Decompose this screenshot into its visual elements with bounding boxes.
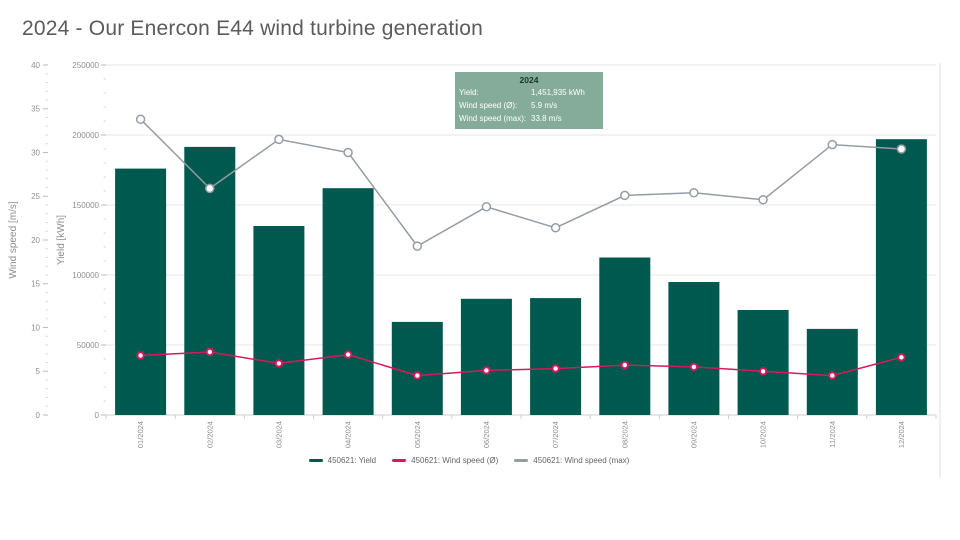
max-wind-point[interactable]: [758, 195, 768, 205]
yield-bar[interactable]: [668, 282, 720, 415]
max-wind-point[interactable]: [274, 134, 284, 145]
yield-bar[interactable]: [737, 310, 789, 415]
max-wind-series-swatch-icon: [514, 459, 529, 462]
tooltip-year: 2024: [519, 75, 539, 85]
avg-wind-point[interactable]: [758, 367, 768, 376]
avg-wind-line: [136, 347, 906, 380]
svg-text:25: 25: [31, 192, 40, 201]
x-axis-label: 09/2024: [689, 421, 698, 448]
svg-text:10: 10: [31, 323, 40, 332]
x-axis-label: 06/2024: [482, 421, 491, 448]
max-wind-point[interactable]: [343, 147, 353, 158]
x-axis-label: 10/2024: [759, 421, 768, 448]
yield-bar[interactable]: [391, 321, 443, 415]
x-axis-label: 03/2024: [274, 421, 283, 448]
yield-bar[interactable]: [115, 168, 167, 415]
avg-wind-point[interactable]: [413, 371, 422, 380]
svg-text:40: 40: [31, 61, 40, 70]
avg-wind-point[interactable]: [274, 359, 284, 368]
yield-bar[interactable]: [530, 298, 582, 415]
x-axis-label: 12/2024: [897, 421, 906, 448]
svg-text:150000: 150000: [72, 201, 99, 210]
x-axis-label: 08/2024: [620, 421, 629, 448]
max-wind-point[interactable]: [620, 190, 630, 201]
avg-wind-point[interactable]: [482, 366, 491, 375]
yield-bar[interactable]: [599, 257, 651, 416]
tooltip-yield-label: Yield:: [459, 88, 479, 97]
legend-max-wind-label: 450621: Wind speed (max): [533, 456, 630, 465]
x-axis: 01/2024 02/2024 03/2024 04/2024 05/2024 06/20…: [105, 415, 937, 448]
svg-text:50000: 50000: [77, 341, 100, 350]
yield-axis: 0 50000 100000 150000 200000 250000 Yield [kWh…: [56, 61, 106, 420]
tooltip-row-avg-wind: Wind speed (Ø): 5.9 m/s: [459, 99, 599, 112]
x-axis-label: 05/2024: [413, 421, 422, 448]
tooltip-max-wind-value: 33.8 m/s: [531, 114, 562, 123]
tooltip-row-yield: Yield: 1,451,935 kWh: [459, 86, 599, 99]
avg-wind-point[interactable]: [620, 360, 629, 370]
yield-bar[interactable]: [253, 226, 305, 415]
max-wind-point[interactable]: [205, 183, 215, 194]
legend-item-avg-wind[interactable]: 450621: Wind speed (Ø): [392, 456, 498, 465]
page-title: 2024 - Our Enercon E44 wind turbine gene…: [22, 17, 483, 40]
yield-bar[interactable]: [460, 298, 512, 415]
max-wind-line: [135, 114, 907, 251]
legend-avg-wind-label: 450621: Wind speed (Ø): [411, 456, 499, 465]
x-axis-label: 11/2024: [828, 421, 837, 448]
avg-wind-point[interactable]: [897, 353, 906, 362]
avg-wind-point[interactable]: [828, 371, 837, 380]
yield-bars: [115, 139, 927, 415]
svg-text:15: 15: [31, 280, 40, 289]
legend-yield-label: 450621: Yield: [327, 456, 377, 465]
year-summary-tooltip: 2024 Yield: 1,451,935 kWh Wind speed (Ø)…: [455, 72, 603, 129]
tooltip-max-wind-label: Wind speed (max):: [459, 114, 527, 123]
tooltip-row-max-wind: Wind speed (max): 33.8 m/s: [459, 112, 599, 125]
tooltip-avg-wind-label: Wind speed (Ø):: [459, 101, 518, 110]
x-axis-label: 07/2024: [551, 421, 560, 448]
max-wind-point[interactable]: [412, 241, 423, 251]
avg-wind-series-swatch-icon: [392, 459, 407, 462]
svg-text:20: 20: [31, 236, 40, 245]
avg-wind-point[interactable]: [551, 364, 560, 373]
wind-axis: 0 5 10 15 20 25 30 35 40 Wind speed [m/s]: [8, 61, 48, 420]
yield-bar[interactable]: [875, 139, 927, 415]
legend-item-yield[interactable]: 450621: Yield: [308, 456, 377, 465]
x-axis-label: 01/2024: [136, 421, 145, 448]
max-wind-point[interactable]: [896, 144, 907, 154]
svg-text:0: 0: [36, 411, 41, 420]
max-wind-point[interactable]: [550, 223, 561, 233]
yield-series-swatch-icon: [308, 459, 323, 462]
svg-text:35: 35: [31, 105, 40, 114]
avg-wind-point[interactable]: [689, 362, 699, 372]
x-axis-label: 04/2024: [344, 421, 353, 448]
legend-item-max-wind[interactable]: 450621: Wind speed (max): [514, 456, 629, 465]
max-wind-point[interactable]: [827, 139, 838, 150]
svg-text:200000: 200000: [72, 131, 99, 140]
tooltip-avg-wind-value: 5.9 m/s: [531, 101, 558, 110]
avg-wind-point[interactable]: [136, 351, 145, 360]
svg-text:0: 0: [95, 411, 100, 420]
avg-wind-point[interactable]: [343, 350, 353, 359]
svg-text:Yield [kWh]: Yield [kWh]: [56, 215, 67, 265]
max-wind-point[interactable]: [135, 114, 146, 125]
tooltip-yield-value: 1,451,935 kWh: [531, 88, 585, 97]
svg-text:30: 30: [31, 148, 40, 157]
yield-bar[interactable]: [322, 188, 374, 415]
x-axis-label: 02/2024: [205, 421, 214, 448]
max-wind-point[interactable]: [481, 202, 492, 212]
svg-text:Wind speed [m/s]: Wind speed [m/s]: [8, 201, 19, 278]
svg-text:5: 5: [36, 367, 41, 376]
svg-text:100000: 100000: [72, 271, 99, 280]
avg-wind-point[interactable]: [205, 347, 215, 357]
max-wind-point[interactable]: [689, 188, 699, 198]
svg-text:250000: 250000: [72, 61, 99, 70]
chart-legend: 450621: Yield 450621: Wind speed (Ø) 450…: [0, 456, 938, 465]
